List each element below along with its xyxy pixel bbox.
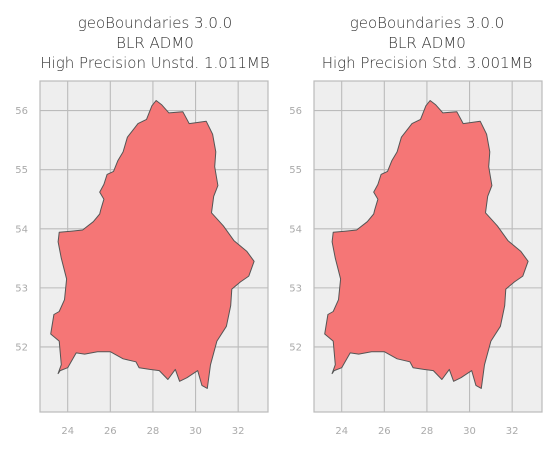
- panel-2-country-outline: [324, 100, 529, 389]
- panel-1-title-line-1: geoBoundaries 3.0.0: [78, 14, 232, 32]
- panel-2-y-tick-54: 54: [289, 224, 302, 235]
- panel-1-tick-labels: 24 26 28 30 32 56 55 54 53 52: [15, 106, 244, 437]
- panel-1-x-tick-30: 30: [189, 426, 202, 437]
- panel-1-y-tick-56: 56: [15, 106, 28, 117]
- panel-2-title-line-1: geoBoundaries 3.0.0: [350, 14, 504, 32]
- panel-1-country-outline: [50, 100, 255, 389]
- panel-2-x-tick-28: 28: [421, 426, 434, 437]
- panel-1-title-line-3: High Precision Unstd. 1.011MB: [40, 54, 269, 72]
- panel-1-y-tick-52: 52: [15, 342, 28, 353]
- panel-2-x-tick-24: 24: [335, 426, 348, 437]
- panel-2-x-tick-30: 30: [463, 426, 476, 437]
- panel-1-x-tick-26: 26: [104, 426, 117, 437]
- panel-1-y-tick-55: 55: [15, 165, 28, 176]
- panel-2-title-line-3: High Precision Std. 3.001MB: [322, 54, 533, 72]
- panel-2-y-tick-52: 52: [289, 342, 302, 353]
- panel-2-y-tick-56: 56: [289, 106, 302, 117]
- panel-2-y-tick-55: 55: [289, 165, 302, 176]
- panel-1-x-tick-24: 24: [61, 426, 74, 437]
- panel-1-x-tick-32: 32: [232, 426, 245, 437]
- map-panel-2: geoBoundaries 3.0.0 BLR ADM0 High Precis…: [289, 14, 543, 437]
- panel-2-x-tick-32: 32: [506, 426, 519, 437]
- panel-1-title-line-2: BLR ADM0: [116, 34, 194, 52]
- map-panel-1: geoBoundaries 3.0.0 BLR ADM0 High Precis…: [15, 14, 269, 437]
- panel-2-title-line-2: BLR ADM0: [388, 34, 466, 52]
- panel-2-tick-labels: 24 26 28 30 32 56 55 54 53 52: [289, 106, 518, 437]
- panel-1-x-tick-28: 28: [147, 426, 160, 437]
- panel-1-y-tick-53: 53: [15, 283, 28, 294]
- panel-2-x-tick-26: 26: [378, 426, 391, 437]
- panel-2-y-tick-53: 53: [289, 283, 302, 294]
- panel-1-y-tick-54: 54: [15, 224, 28, 235]
